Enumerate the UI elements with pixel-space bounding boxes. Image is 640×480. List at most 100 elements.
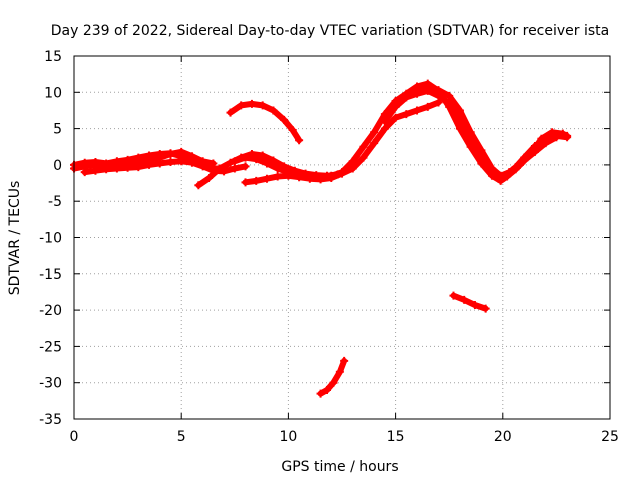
data-point — [166, 149, 175, 158]
series-line-track-h — [414, 85, 571, 179]
data-point — [247, 99, 256, 108]
data-point — [102, 165, 111, 174]
data-point — [134, 153, 143, 162]
y-tick-label: -5 — [48, 194, 62, 210]
data-point — [123, 163, 132, 172]
data-point — [380, 124, 389, 133]
data-point — [288, 126, 297, 135]
y-tick-label: 0 — [53, 158, 62, 174]
data-point — [252, 176, 261, 185]
chart-title: Day 239 of 2022, Sidereal Day-to-day VTE… — [51, 23, 609, 39]
data-point — [215, 164, 224, 173]
data-point — [445, 91, 454, 100]
data-point — [515, 160, 524, 169]
data-point — [273, 172, 282, 181]
data-point — [537, 134, 546, 143]
data-point — [391, 113, 400, 122]
x-tick-label: 20 — [494, 429, 512, 445]
data-point — [496, 171, 505, 180]
plot-frame — [73, 55, 611, 420]
data-point — [434, 86, 443, 95]
data-point — [145, 160, 154, 169]
data-point — [380, 117, 389, 126]
data-point — [466, 128, 475, 137]
data-point — [187, 158, 196, 167]
data-point — [449, 291, 458, 300]
data-point — [295, 136, 304, 145]
data-point — [112, 157, 121, 166]
data-point — [280, 115, 289, 124]
data-point — [477, 146, 486, 155]
data-point — [80, 168, 89, 177]
data-point — [230, 164, 239, 173]
data-point — [237, 101, 246, 110]
data-point — [322, 385, 331, 394]
data-point — [258, 101, 267, 110]
y-tick-label: -35 — [39, 412, 62, 428]
data-point — [262, 174, 271, 183]
data-point — [481, 304, 490, 313]
x-axis-label: GPS time / hours — [281, 459, 398, 475]
data-point — [177, 157, 186, 166]
data-point — [359, 142, 368, 151]
data-point — [295, 170, 304, 179]
x-tick-label: 0 — [70, 429, 79, 445]
data-point — [423, 84, 432, 93]
data-point — [488, 164, 497, 173]
x-tick-label: 5 — [177, 429, 186, 445]
data-point — [252, 155, 261, 164]
data-point — [413, 106, 422, 115]
data-point — [123, 155, 132, 164]
data-point — [327, 171, 336, 180]
data-point — [359, 153, 368, 162]
data-point — [370, 128, 379, 137]
data-point — [91, 166, 100, 175]
y-tick-label: 10 — [44, 85, 62, 101]
data-point — [526, 150, 535, 159]
data-point — [329, 378, 338, 387]
data-point — [470, 301, 479, 310]
data-point — [80, 158, 89, 167]
data-point — [241, 162, 250, 171]
data-point — [145, 151, 154, 160]
data-point — [370, 139, 379, 148]
data-point — [241, 153, 250, 162]
series-layer — [70, 79, 572, 398]
data-point — [134, 163, 143, 172]
data-point — [198, 162, 207, 171]
tick-label-layer: 0 5 10 15 20 25 -35 -30 -25 -20 -15 -10 -5 0 5 10 15 — [39, 49, 619, 445]
data-point — [391, 102, 400, 111]
data-point — [284, 168, 293, 177]
data-point — [155, 159, 164, 168]
data-point — [563, 131, 572, 140]
data-point — [423, 102, 432, 111]
data-point — [558, 129, 567, 138]
data-point — [205, 173, 214, 182]
y-tick-label: -10 — [39, 231, 62, 247]
data-point — [226, 108, 235, 117]
x-tick-label: 10 — [279, 429, 297, 445]
data-point — [166, 157, 175, 166]
data-point — [402, 93, 411, 102]
y-tick-label: -20 — [39, 303, 62, 319]
y-axis-label: SDTVAR / TECUs — [7, 181, 23, 296]
data-point — [155, 150, 164, 159]
data-point — [338, 168, 346, 177]
data-point — [269, 106, 278, 115]
data-point — [241, 178, 250, 187]
x-tick-label: 25 — [601, 429, 619, 445]
data-point — [258, 151, 267, 160]
data-point — [548, 128, 557, 137]
data-point — [402, 110, 411, 119]
y-tick-label: 5 — [53, 122, 62, 138]
data-point — [340, 356, 349, 365]
data-point — [348, 157, 357, 166]
data-point — [348, 164, 357, 173]
x-tick-label: 15 — [387, 429, 405, 445]
data-point — [455, 106, 464, 115]
series-line-seg-right — [450, 292, 489, 312]
y-tick-label: 15 — [44, 49, 62, 65]
y-tick-label: -15 — [39, 267, 62, 283]
